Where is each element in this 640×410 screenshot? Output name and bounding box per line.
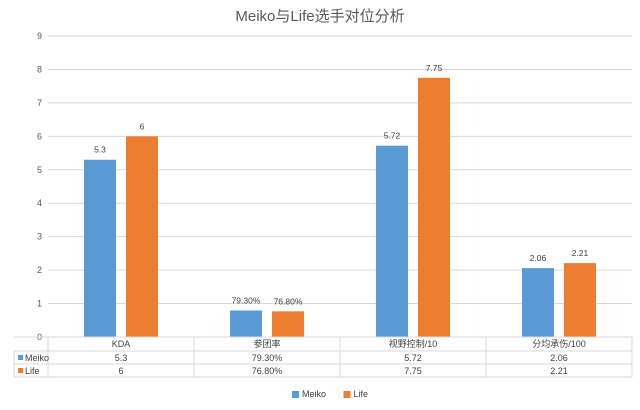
legend-label: Life bbox=[354, 389, 369, 399]
data-label: 6 bbox=[140, 121, 145, 131]
data-label: 2.21 bbox=[572, 248, 589, 258]
bars bbox=[84, 77, 596, 338]
y-tick-label: 9 bbox=[37, 31, 42, 41]
table-legend-key-life bbox=[18, 368, 23, 373]
bar-meiko bbox=[230, 310, 262, 337]
table-cell: 2.21 bbox=[550, 366, 568, 376]
data-label: 76.80% bbox=[274, 296, 303, 306]
table-cell: 2.06 bbox=[550, 353, 568, 363]
data-table: KDA 参团率 视野控制/10 分均承伤/100 Meiko 5.3 79.30% 5.72 2… bbox=[13, 336, 633, 378]
bar-life bbox=[564, 263, 596, 337]
y-tick-label: 1 bbox=[37, 299, 42, 309]
x-category-label: KDA bbox=[112, 339, 131, 349]
data-label: 7.75 bbox=[426, 63, 443, 73]
legend-label: Meiko bbox=[302, 389, 326, 399]
y-tick-label: 8 bbox=[37, 64, 42, 74]
y-tick-label: 3 bbox=[37, 232, 42, 242]
table-legend-key-meiko bbox=[18, 355, 23, 360]
table-cell: 79.30% bbox=[252, 353, 283, 363]
chart-title: Meiko与Life选手对位分析 bbox=[235, 8, 404, 25]
data-labels: 5.3 6 79.30% 76.80% 5.72 7.75 2.06 2.21 bbox=[94, 63, 588, 307]
bar-meiko bbox=[376, 145, 408, 337]
data-label: 2.06 bbox=[530, 253, 547, 263]
legend-key-life bbox=[343, 391, 351, 398]
bar-life bbox=[418, 77, 450, 338]
table-series-name: Meiko bbox=[25, 353, 49, 363]
x-category-label: 参团率 bbox=[253, 338, 280, 349]
data-label: 79.30% bbox=[232, 295, 261, 305]
table-cell: 7.75 bbox=[404, 366, 422, 376]
bar-life bbox=[272, 311, 304, 337]
table-cell: 6 bbox=[118, 366, 123, 376]
table-cell: 5.72 bbox=[404, 353, 422, 363]
data-label: 5.3 bbox=[94, 145, 106, 155]
bar-meiko bbox=[84, 159, 116, 337]
y-tick-label: 7 bbox=[37, 98, 42, 108]
table-series-name: Life bbox=[25, 366, 40, 376]
legend-key-meiko bbox=[292, 391, 299, 398]
x-category-label: 视野控制/10 bbox=[389, 338, 438, 349]
bar-meiko bbox=[522, 268, 554, 337]
y-tick-label: 5 bbox=[37, 165, 42, 175]
table-cell: 76.80% bbox=[252, 366, 283, 376]
legend: Meiko Life bbox=[292, 389, 368, 399]
table-cell: 5.3 bbox=[115, 353, 128, 363]
bar-life bbox=[126, 136, 158, 337]
y-tick-label: 2 bbox=[37, 265, 42, 275]
y-tick-label: 6 bbox=[37, 131, 42, 141]
x-category-label: 分均承伤/100 bbox=[532, 338, 586, 349]
data-label: 5.72 bbox=[384, 131, 401, 141]
y-tick-label: 4 bbox=[37, 198, 42, 208]
